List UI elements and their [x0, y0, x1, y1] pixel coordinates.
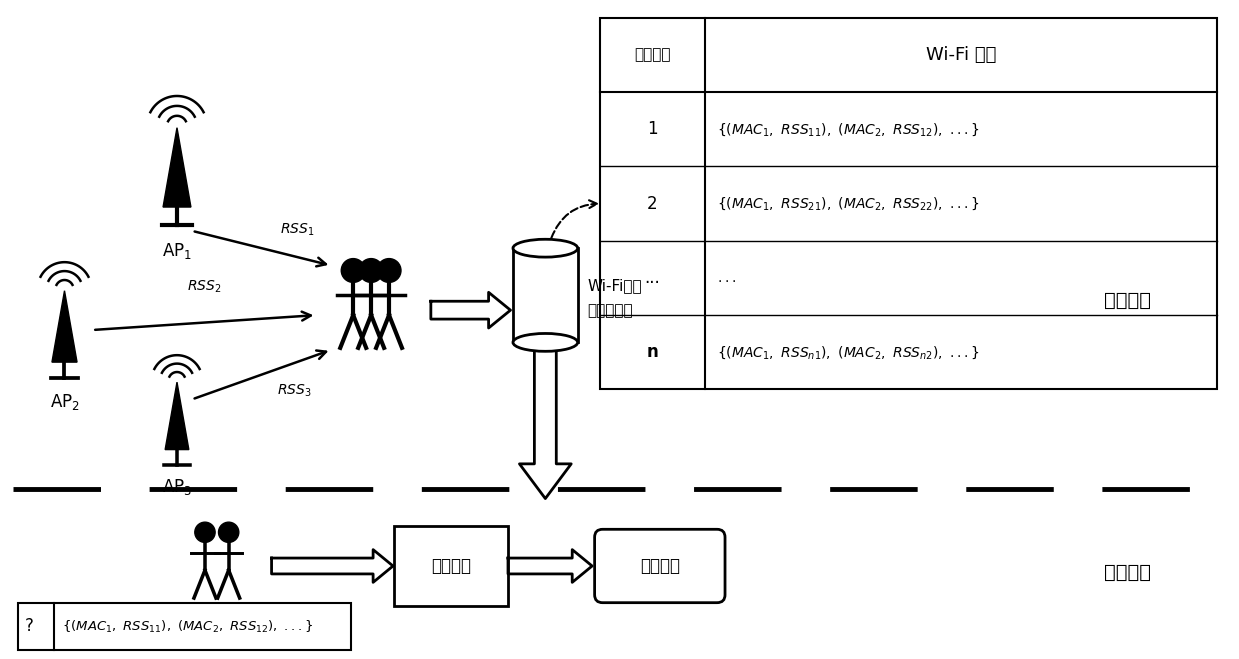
Circle shape — [218, 522, 239, 542]
Text: $\{(MAC_1,\ RSS_{21}),\ (MAC_2,\ RSS_{22}),\ ...\}$: $\{(MAC_1,\ RSS_{21}),\ (MAC_2,\ RSS_{22… — [716, 195, 980, 212]
Text: $RSS_1$: $RSS_1$ — [280, 222, 313, 239]
Text: 2: 2 — [647, 194, 658, 213]
Text: $RSS_2$: $RSS_2$ — [187, 279, 222, 295]
Bar — [513, 248, 577, 343]
Circle shape — [341, 258, 366, 283]
Ellipse shape — [513, 239, 577, 257]
Polygon shape — [508, 550, 592, 583]
Text: 1: 1 — [647, 120, 658, 138]
Text: $RSS_3$: $RSS_3$ — [276, 382, 311, 399]
Text: $...$: $...$ — [716, 271, 736, 285]
Text: AP$_2$: AP$_2$ — [50, 393, 79, 413]
Text: 指纹数据库: 指纹数据库 — [587, 302, 633, 318]
Circle shape — [377, 258, 401, 283]
Text: $\{(MAC_1,\ RSS_{11}),\ (MAC_2,\ RSS_{12}),\ ...\}$: $\{(MAC_1,\ RSS_{11}),\ (MAC_2,\ RSS_{12… — [716, 121, 980, 138]
Ellipse shape — [513, 333, 577, 351]
Text: 离线采集: 离线采集 — [1104, 291, 1151, 310]
Polygon shape — [431, 293, 510, 328]
Text: AP$_3$: AP$_3$ — [162, 476, 192, 497]
Bar — [600, 18, 1217, 389]
Text: 在线定位: 在线定位 — [1104, 563, 1151, 583]
Text: Wi-Fi位置: Wi-Fi位置 — [587, 278, 642, 293]
Text: $?$: $?$ — [24, 617, 33, 635]
Text: n: n — [647, 343, 658, 361]
Text: AP$_1$: AP$_1$ — [162, 241, 192, 261]
Circle shape — [359, 258, 383, 283]
Circle shape — [195, 522, 216, 542]
Text: 定位算法: 定位算法 — [431, 557, 471, 575]
Text: ...: ... — [644, 269, 660, 287]
Text: 位置信息: 位置信息 — [639, 557, 680, 575]
Polygon shape — [52, 291, 77, 362]
FancyBboxPatch shape — [595, 529, 725, 603]
Text: 格网编号: 格网编号 — [634, 47, 670, 63]
Polygon shape — [519, 347, 571, 499]
Polygon shape — [271, 550, 393, 583]
Bar — [17, 603, 351, 650]
Bar — [394, 527, 508, 606]
Text: $\{(MAC_1,\ RSS_{11}),\ (MAC_2,\ RSS_{12}),\ ...\}$: $\{(MAC_1,\ RSS_{11}),\ (MAC_2,\ RSS_{12… — [62, 618, 312, 635]
Text: $\{(MAC_1,\ RSS_{n1}),\ (MAC_2,\ RSS_{n2}),\ ...\}$: $\{(MAC_1,\ RSS_{n1}),\ (MAC_2,\ RSS_{n2… — [716, 344, 979, 360]
Polygon shape — [164, 128, 191, 207]
Polygon shape — [165, 382, 188, 449]
Text: Wi-Fi 指纹: Wi-Fi 指纹 — [926, 46, 996, 64]
